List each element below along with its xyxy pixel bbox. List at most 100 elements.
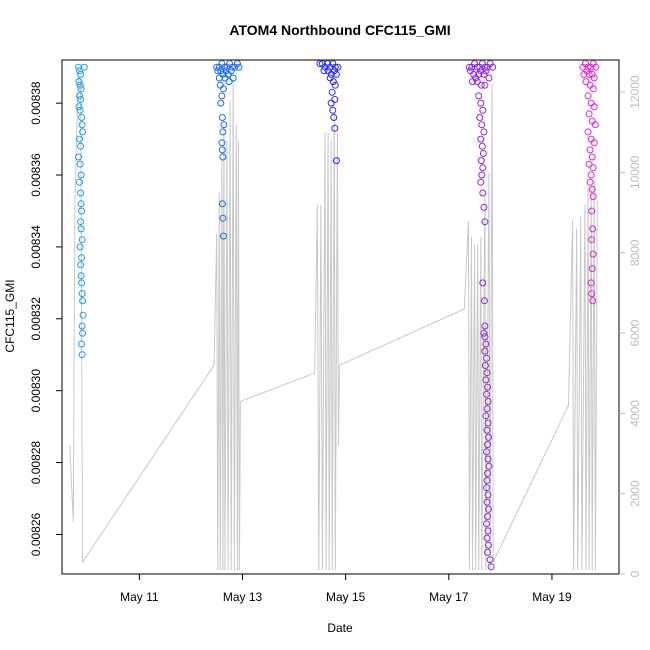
x-tick-label: May 13 — [223, 590, 263, 604]
data-point — [481, 63, 489, 71]
data-point — [316, 60, 324, 68]
data-point — [591, 121, 599, 129]
data-point — [590, 74, 598, 82]
data-point — [78, 351, 86, 359]
data-point — [219, 85, 227, 93]
data-point — [589, 225, 597, 233]
data-point — [483, 520, 490, 528]
altitude-layer — [69, 74, 598, 571]
data-point — [479, 189, 487, 197]
data-point — [588, 236, 596, 244]
data-point — [332, 70, 340, 78]
data-point — [320, 67, 328, 75]
data-point — [478, 121, 486, 129]
data-point — [588, 70, 596, 78]
data-point — [584, 92, 592, 100]
data-point — [331, 81, 339, 89]
data-point — [480, 70, 488, 78]
data-point — [484, 491, 492, 499]
data-point — [585, 70, 593, 78]
data-point — [334, 63, 342, 71]
data-point — [213, 63, 221, 71]
data-point — [78, 236, 86, 244]
data-point — [78, 121, 86, 129]
data-point — [78, 207, 86, 215]
data-point — [331, 96, 339, 103]
data-point — [76, 106, 84, 114]
data-point — [586, 178, 594, 186]
data-point — [477, 178, 485, 186]
data-point — [483, 426, 491, 434]
data-point — [482, 67, 490, 75]
data-point — [485, 462, 493, 470]
x-axis: May 11 May 13 May 15 May 17 May 19 — [120, 574, 572, 604]
series-flight-2 — [213, 60, 243, 240]
y-right-tick-label: 4000 — [628, 400, 642, 427]
points-layer — [75, 60, 600, 571]
data-point — [80, 63, 88, 71]
data-point — [76, 160, 84, 168]
data-point — [330, 67, 338, 75]
data-point — [480, 128, 488, 136]
data-point — [219, 232, 227, 240]
data-point — [76, 67, 83, 75]
data-point — [77, 261, 85, 269]
data-point — [77, 272, 85, 280]
data-point — [77, 85, 85, 93]
data-point — [473, 63, 481, 71]
data-point — [218, 114, 226, 121]
data-point — [484, 548, 491, 556]
data-point — [77, 96, 85, 103]
data-point — [481, 218, 489, 226]
data-point — [76, 92, 83, 100]
data-point — [482, 412, 490, 420]
y-tick-label: 0.00836 — [29, 153, 43, 197]
data-point — [477, 135, 485, 143]
data-point — [77, 225, 85, 233]
y-axis-left: 0.00826 0.00828 0.00830 0.00832 0.00834 0.008… — [29, 81, 62, 556]
data-point — [331, 63, 339, 71]
data-point — [590, 139, 598, 147]
data-point — [483, 354, 490, 362]
data-point — [479, 164, 487, 172]
data-point — [76, 178, 83, 186]
y-right-tick-label: 6000 — [628, 319, 642, 346]
data-point — [480, 297, 488, 305]
data-point — [592, 63, 600, 71]
x-axis-label: Date — [327, 621, 353, 635]
data-point — [75, 153, 82, 161]
data-point — [222, 67, 230, 75]
plot-frame — [61, 59, 620, 575]
data-point — [479, 150, 487, 157]
data-point — [233, 60, 241, 68]
data-point — [77, 189, 85, 197]
data-point — [215, 74, 223, 82]
data-point — [489, 63, 497, 71]
data-point — [217, 67, 225, 75]
data-point — [484, 419, 492, 427]
data-point — [220, 121, 228, 129]
data-point — [483, 484, 490, 492]
data-point — [483, 369, 491, 377]
data-point — [585, 160, 593, 168]
data-point — [219, 128, 227, 136]
data-point — [221, 74, 229, 82]
data-point — [480, 203, 488, 211]
data-point — [78, 340, 86, 348]
data-point — [329, 106, 337, 114]
y-right-tick-label: 0 — [628, 570, 642, 577]
y-tick-label: 0.00828 — [29, 441, 43, 485]
data-point — [484, 383, 491, 391]
data-point — [487, 563, 495, 571]
data-point — [78, 290, 86, 298]
data-point — [330, 114, 338, 121]
data-point — [481, 347, 489, 355]
data-point — [75, 103, 83, 111]
y-axis-right: 0 2000 4000 6000 8000 10000 12000 — [619, 75, 642, 577]
data-point — [214, 67, 222, 75]
series-flight-3 — [316, 60, 342, 165]
data-point — [589, 193, 597, 201]
x-tick-label: May 17 — [429, 590, 469, 604]
data-point — [465, 63, 473, 71]
data-point — [586, 146, 594, 154]
